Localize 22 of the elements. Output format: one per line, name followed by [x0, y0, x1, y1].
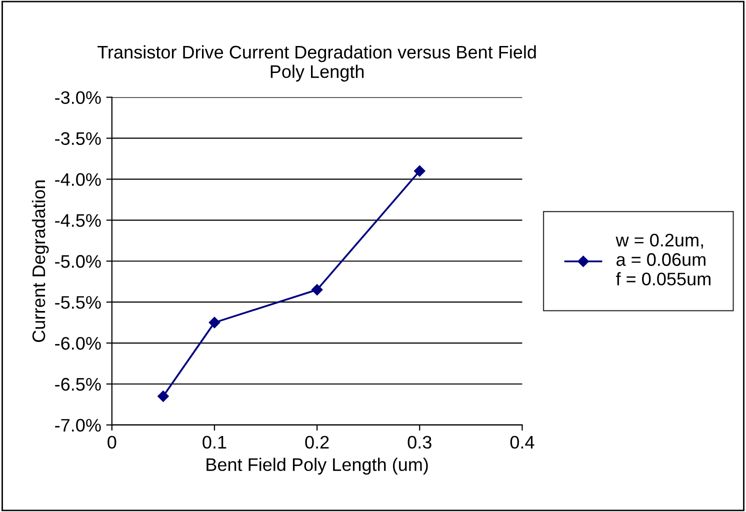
legend-label: w = 0.2um, a = 0.06um f = 0.055um — [616, 234, 710, 286]
y-tick-label: -5.0% — [55, 255, 101, 268]
point — [311, 284, 323, 296]
x-axis-title: Bent Field Poly Length (um) — [206, 458, 428, 475]
y-tick-label: -3.0% — [55, 91, 101, 104]
y-tick-label: -6.5% — [55, 378, 101, 391]
y-tick-label: -5.5% — [55, 296, 101, 309]
point — [414, 165, 426, 177]
point — [158, 390, 169, 402]
x-tick-label: 0.2 — [305, 436, 329, 449]
y-tick-label: -4.5% — [55, 214, 101, 227]
x-tick-label: 0.1 — [202, 436, 226, 449]
x-tick-label: 0.3 — [408, 436, 432, 449]
x-tick-label: 0.4 — [510, 436, 534, 449]
y-tick-label: -6.0% — [55, 336, 101, 350]
y-tick-label: -4.0% — [55, 173, 101, 186]
y-tick-label: -7.0% — [55, 418, 101, 432]
point — [208, 316, 220, 328]
y-axis-title: Current Degradation — [32, 180, 49, 342]
chart-title: Transistor Drive Current Degradation versus Bent Field Poly Length — [98, 45, 536, 82]
y-tick-label: -3.5% — [55, 132, 101, 145]
x-tick-label: 0 — [108, 436, 116, 449]
